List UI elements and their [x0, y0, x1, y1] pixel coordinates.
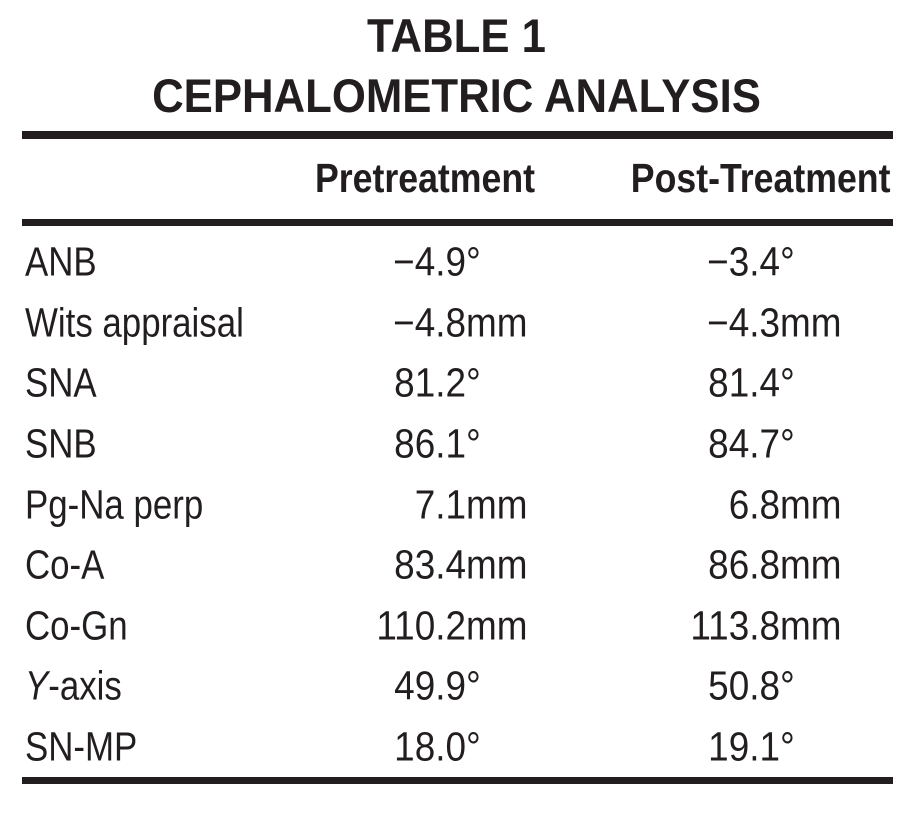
row-label-text: Co-Gn: [25, 602, 128, 649]
posttreatment-value: 19.1 °: [636, 723, 861, 770]
value-unit: °: [466, 238, 481, 285]
pretreatment-value: 83.4 mm: [322, 542, 547, 589]
table-row: Co-Gn 110.2 mm 113.8 mm: [22, 595, 893, 656]
value-unit: °: [780, 723, 795, 770]
row-label: Co-Gn: [25, 602, 128, 649]
row-label-text: ANB: [25, 238, 97, 285]
value-unit: mm: [466, 481, 528, 528]
pretreatment-value: 7.1 mm: [322, 481, 547, 528]
value-unit: °: [466, 420, 481, 467]
row-label: Y-axis: [25, 663, 122, 710]
value-unit: mm: [780, 602, 842, 649]
table-row: Wits appraisal −4.8 mm −4.3 mm: [22, 293, 893, 354]
value-unit: °: [780, 359, 795, 406]
posttreatment-value: 81.4 °: [636, 360, 861, 407]
value-unit: °: [780, 662, 795, 709]
value-unit: °: [466, 359, 481, 406]
value-number: 84.7: [708, 420, 780, 467]
value-number: 83.4: [394, 541, 466, 588]
table-row: SNB 86.1 ° 84.7 °: [22, 414, 893, 475]
row-label: SNA: [25, 360, 97, 407]
value-unit: mm: [780, 299, 842, 346]
pretreatment-value: 18.0 °: [322, 723, 547, 770]
value-unit: °: [466, 723, 481, 770]
value-number: 113.8: [690, 602, 780, 649]
pretreatment-value: 81.2 °: [322, 360, 547, 407]
table-body: ANB −4.9 ° −3.4 ° Wits appraisal −4.8 mm −4…: [22, 232, 893, 777]
value-unit: mm: [780, 541, 842, 588]
value-number: 7.1: [414, 481, 466, 528]
value-number: 49.9: [394, 662, 466, 709]
value-number: 18.0: [394, 723, 466, 770]
row-label: ANB: [25, 239, 97, 286]
pretreatment-value: 110.2 mm: [322, 602, 547, 649]
posttreatment-value: 113.8 mm: [636, 602, 861, 649]
top-rule: [22, 131, 893, 139]
bottom-rule: [22, 777, 893, 784]
table-row: SNA 81.2 ° 81.4 °: [22, 353, 893, 414]
table-row: ANB −4.9 ° −3.4 °: [22, 232, 893, 293]
value-number: 81.2: [394, 359, 466, 406]
table-row: SN-MP 18.0 ° 19.1 °: [22, 717, 893, 778]
value-number: −4.8: [393, 299, 466, 346]
row-label-text: -axis: [48, 662, 122, 709]
value-number: 81.4: [708, 359, 780, 406]
pretreatment-value: 49.9 °: [322, 663, 547, 710]
posttreatment-value: 84.7 °: [636, 420, 861, 467]
row-label: SN-MP: [25, 723, 137, 770]
posttreatment-value: 6.8 mm: [636, 481, 861, 528]
row-label-text: SNA: [25, 359, 97, 406]
value-unit: mm: [466, 602, 528, 649]
table-title: TABLE 1 CEPHALOMETRIC ANALYSIS: [0, 6, 913, 126]
column-header-row: Pretreatment Post-Treatment: [22, 153, 893, 203]
value-unit: mm: [466, 541, 528, 588]
row-label: Wits appraisal: [25, 299, 244, 346]
row-label-italic: Y: [25, 662, 49, 709]
value-unit: °: [466, 662, 481, 709]
value-number: −4.9: [393, 238, 466, 285]
posttreatment-value: 50.8 °: [636, 663, 861, 710]
table-title-line-1: TABLE 1: [367, 9, 546, 62]
value-unit: °: [780, 420, 795, 467]
value-unit: mm: [780, 481, 842, 528]
value-number: 110.2: [376, 602, 466, 649]
row-label-text: Pg-Na perp: [25, 481, 204, 528]
table-row: Pg-Na perp 7.1 mm 6.8 mm: [22, 474, 893, 535]
column-header-pretreatment: Pretreatment: [314, 155, 536, 201]
row-label-text: Co-A: [25, 541, 105, 588]
value-unit: °: [780, 238, 795, 285]
posttreatment-value: −3.4 °: [636, 239, 861, 286]
value-number: 86.8: [708, 541, 780, 588]
value-number: 86.1: [394, 420, 466, 467]
table-row: Co-A 83.4 mm 86.8 mm: [22, 535, 893, 596]
row-label-text: SNB: [25, 420, 97, 467]
row-label-text: SN-MP: [25, 723, 138, 770]
row-label: Pg-Na perp: [25, 481, 203, 528]
value-number: 50.8: [708, 662, 780, 709]
value-number: 19.1: [708, 723, 780, 770]
value-number: 6.8: [728, 481, 780, 528]
header-rule: [22, 219, 893, 226]
row-label-text: Wits appraisal: [25, 299, 244, 346]
value-unit: mm: [466, 299, 528, 346]
pretreatment-value: −4.9 °: [322, 239, 547, 286]
table-row: Y-axis 49.9 ° 50.8 °: [22, 656, 893, 717]
pretreatment-value: 86.1 °: [322, 420, 547, 467]
row-label: Co-A: [25, 542, 104, 589]
pretreatment-value: −4.8 mm: [322, 299, 547, 346]
posttreatment-value: −4.3 mm: [636, 299, 861, 346]
posttreatment-value: 86.8 mm: [636, 542, 861, 589]
value-number: −3.4: [707, 238, 780, 285]
table-title-line-2: CEPHALOMETRIC ANALYSIS: [152, 69, 761, 122]
column-header-posttreatment: Post-Treatment: [630, 155, 890, 201]
row-label: SNB: [25, 420, 97, 467]
value-number: −4.3: [707, 299, 780, 346]
